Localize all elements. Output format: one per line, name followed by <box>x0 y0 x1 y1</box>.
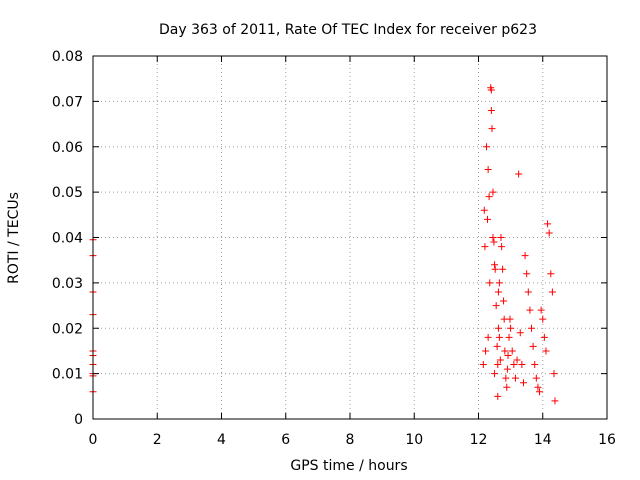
data-point <box>490 238 498 246</box>
data-point <box>501 347 509 355</box>
data-point <box>526 306 534 314</box>
data-point <box>499 265 507 273</box>
data-point <box>482 347 490 355</box>
x-tick-label: 8 <box>346 432 355 448</box>
y-axis-label: ROTI / TECUs <box>6 192 22 284</box>
data-point <box>511 374 519 382</box>
data-point <box>542 347 550 355</box>
data-point <box>518 361 526 369</box>
data-point <box>503 365 511 373</box>
y-tick-label: 0.06 <box>52 140 83 156</box>
data-point <box>544 220 552 228</box>
data-point <box>537 306 545 314</box>
y-tick-label: 0.07 <box>52 94 83 110</box>
x-tick-label: 6 <box>281 432 290 448</box>
data-point <box>524 288 532 296</box>
x-tick-label: 16 <box>598 432 616 448</box>
data-point <box>529 342 537 350</box>
x-axis-label: GPS time / hours <box>290 458 407 474</box>
data-point <box>506 315 514 323</box>
x-tick-label: 12 <box>470 432 488 448</box>
data-point <box>496 356 504 364</box>
data-point <box>528 324 536 332</box>
chart-title: Day 363 of 2011, Rate Of TEC Index for r… <box>159 22 537 38</box>
data-point <box>489 234 497 241</box>
data-point <box>493 342 501 350</box>
data-point <box>502 374 510 382</box>
data-point <box>487 106 495 114</box>
y-tick-label: 0 <box>74 412 83 428</box>
data-point <box>532 374 540 382</box>
data-point <box>481 243 489 251</box>
x-tick-label: 14 <box>534 432 552 448</box>
data-point <box>495 279 503 287</box>
data-point <box>545 229 553 237</box>
data-point <box>484 165 492 173</box>
data-point <box>484 333 492 341</box>
x-tick-label: 2 <box>153 432 162 448</box>
data-point <box>487 86 495 94</box>
data-point <box>480 206 488 214</box>
data-point <box>494 392 502 400</box>
data-point <box>548 288 556 296</box>
y-tick-label: 0.02 <box>52 321 83 337</box>
data-point <box>540 333 548 341</box>
x-tick-label: 4 <box>217 432 226 448</box>
data-point <box>491 261 499 269</box>
data-point <box>497 234 505 241</box>
data-point <box>521 252 529 260</box>
y-tick-label: 0.05 <box>52 185 83 201</box>
y-tick-label: 0.04 <box>52 231 83 247</box>
data-point <box>504 351 512 359</box>
data-point <box>508 347 516 355</box>
data-point <box>505 333 513 341</box>
data-point <box>494 361 502 369</box>
y-tick-label: 0.01 <box>52 367 83 383</box>
data-point <box>515 170 523 178</box>
data-point <box>498 243 506 251</box>
data-point <box>489 188 497 196</box>
data-point <box>507 324 515 332</box>
data-point <box>479 361 487 369</box>
data-point <box>516 329 524 337</box>
data-point <box>523 270 531 278</box>
ticks-layer <box>92 55 608 420</box>
data-point <box>513 356 521 364</box>
data-point <box>494 324 502 332</box>
data-point <box>534 383 542 391</box>
data-point <box>483 215 491 223</box>
data-point <box>539 315 547 323</box>
data-point <box>491 370 499 378</box>
y-tick-label: 0.03 <box>52 276 83 292</box>
data-point <box>547 270 555 278</box>
data-point <box>494 288 502 296</box>
data-point <box>531 361 539 369</box>
x-tick-label: 10 <box>405 432 423 448</box>
x-tick-labels: 0 2 4 6 8 10 12 14 16 <box>89 432 616 448</box>
y-tick-label: 0.08 <box>52 49 83 65</box>
data-point <box>492 302 500 310</box>
data-point <box>491 265 499 273</box>
y-tick-labels: 0 0.01 0.02 0.03 0.04 0.05 0.06 0.07 0.08 <box>52 49 83 428</box>
data-point <box>495 333 503 341</box>
points-layer <box>89 84 559 405</box>
grid-layer <box>93 56 607 419</box>
data-point <box>510 361 518 369</box>
data-point <box>500 297 508 305</box>
data-point <box>483 143 491 151</box>
data-point <box>503 383 511 391</box>
data-point <box>551 397 559 405</box>
data-point <box>488 125 496 133</box>
x-tick-label: 0 <box>89 432 98 448</box>
data-point <box>519 379 527 387</box>
data-point <box>536 388 544 396</box>
data-point <box>486 279 494 287</box>
data-point <box>485 193 493 201</box>
data-point <box>550 370 558 378</box>
